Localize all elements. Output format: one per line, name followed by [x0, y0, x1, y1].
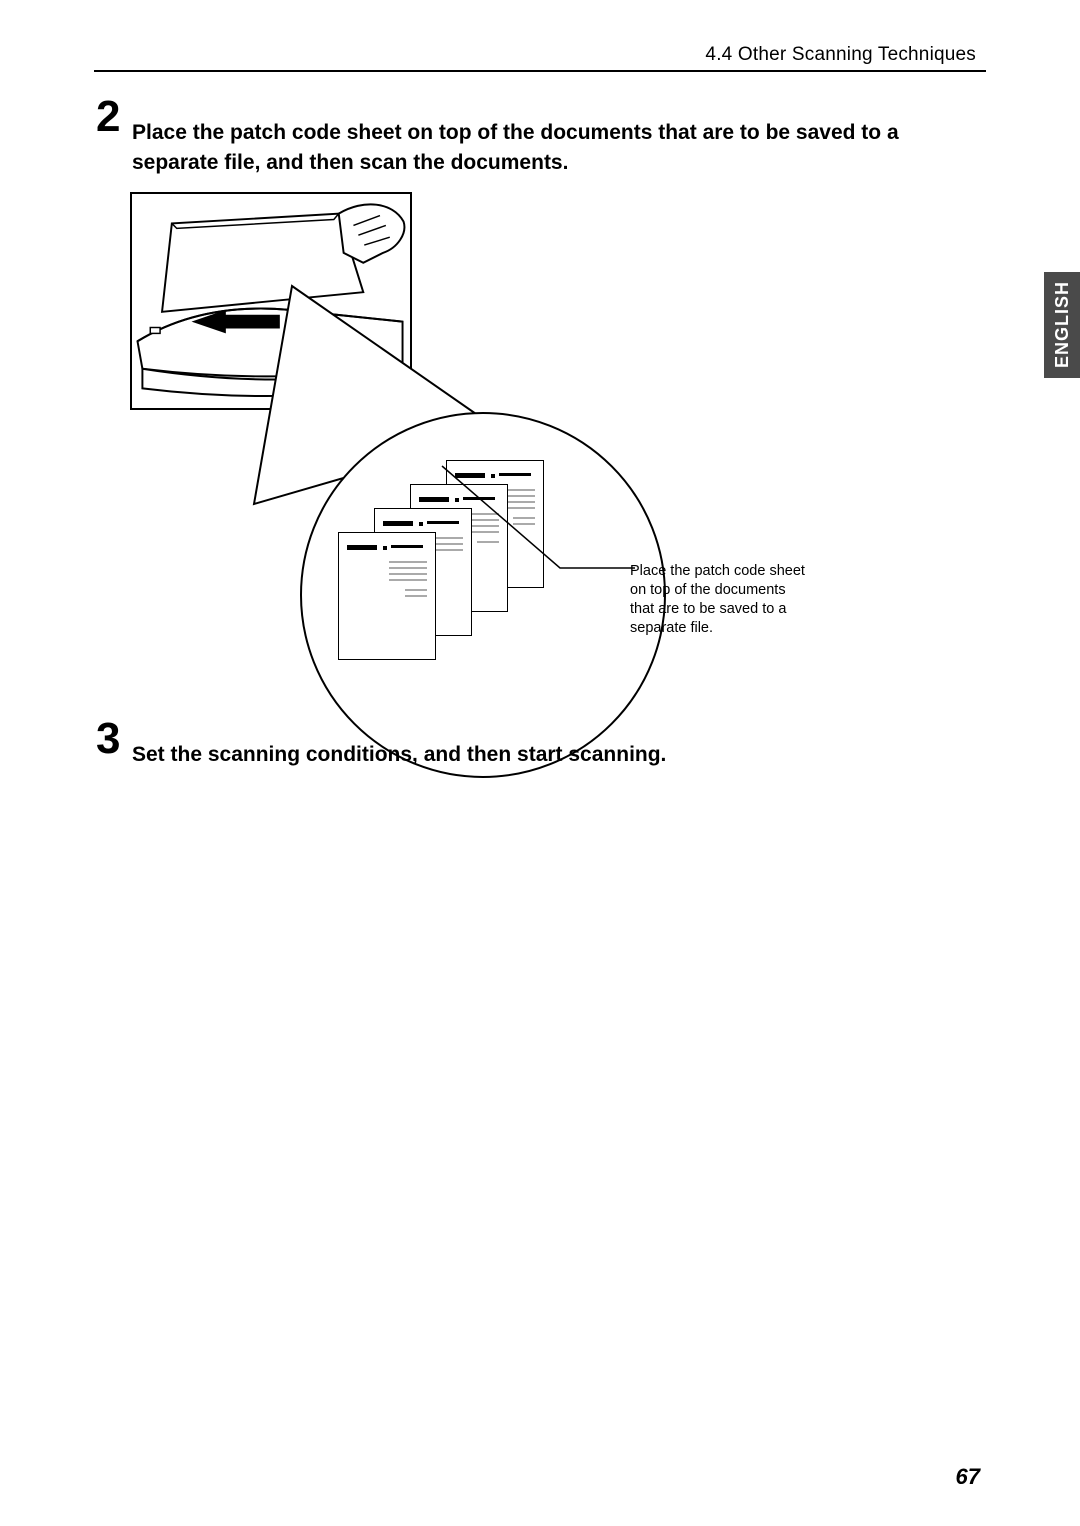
- callout-caption: Place the patch code sheet on top of the…: [630, 562, 810, 637]
- leader-line-icon: [440, 464, 640, 574]
- manual-page: 4.4 Other Scanning Techniques ENGLISH 2 …: [0, 0, 1080, 1526]
- step-3-number: 3: [96, 714, 120, 764]
- header-section-label: 4.4 Other Scanning Techniques: [705, 44, 976, 66]
- page-header: 4.4 Other Scanning Techniques: [94, 34, 986, 72]
- language-tab: ENGLISH: [1044, 272, 1080, 378]
- page-number: 67: [956, 1464, 980, 1490]
- step-3-text: Set the scanning conditions, and then st…: [132, 740, 922, 770]
- language-tab-label: ENGLISH: [1052, 281, 1073, 368]
- step-2-text: Place the patch code sheet on top of the…: [132, 118, 922, 179]
- doc-sheet: [338, 532, 436, 660]
- illustration: Place the patch code sheet on top of the…: [130, 192, 750, 712]
- step-2-number: 2: [96, 92, 120, 142]
